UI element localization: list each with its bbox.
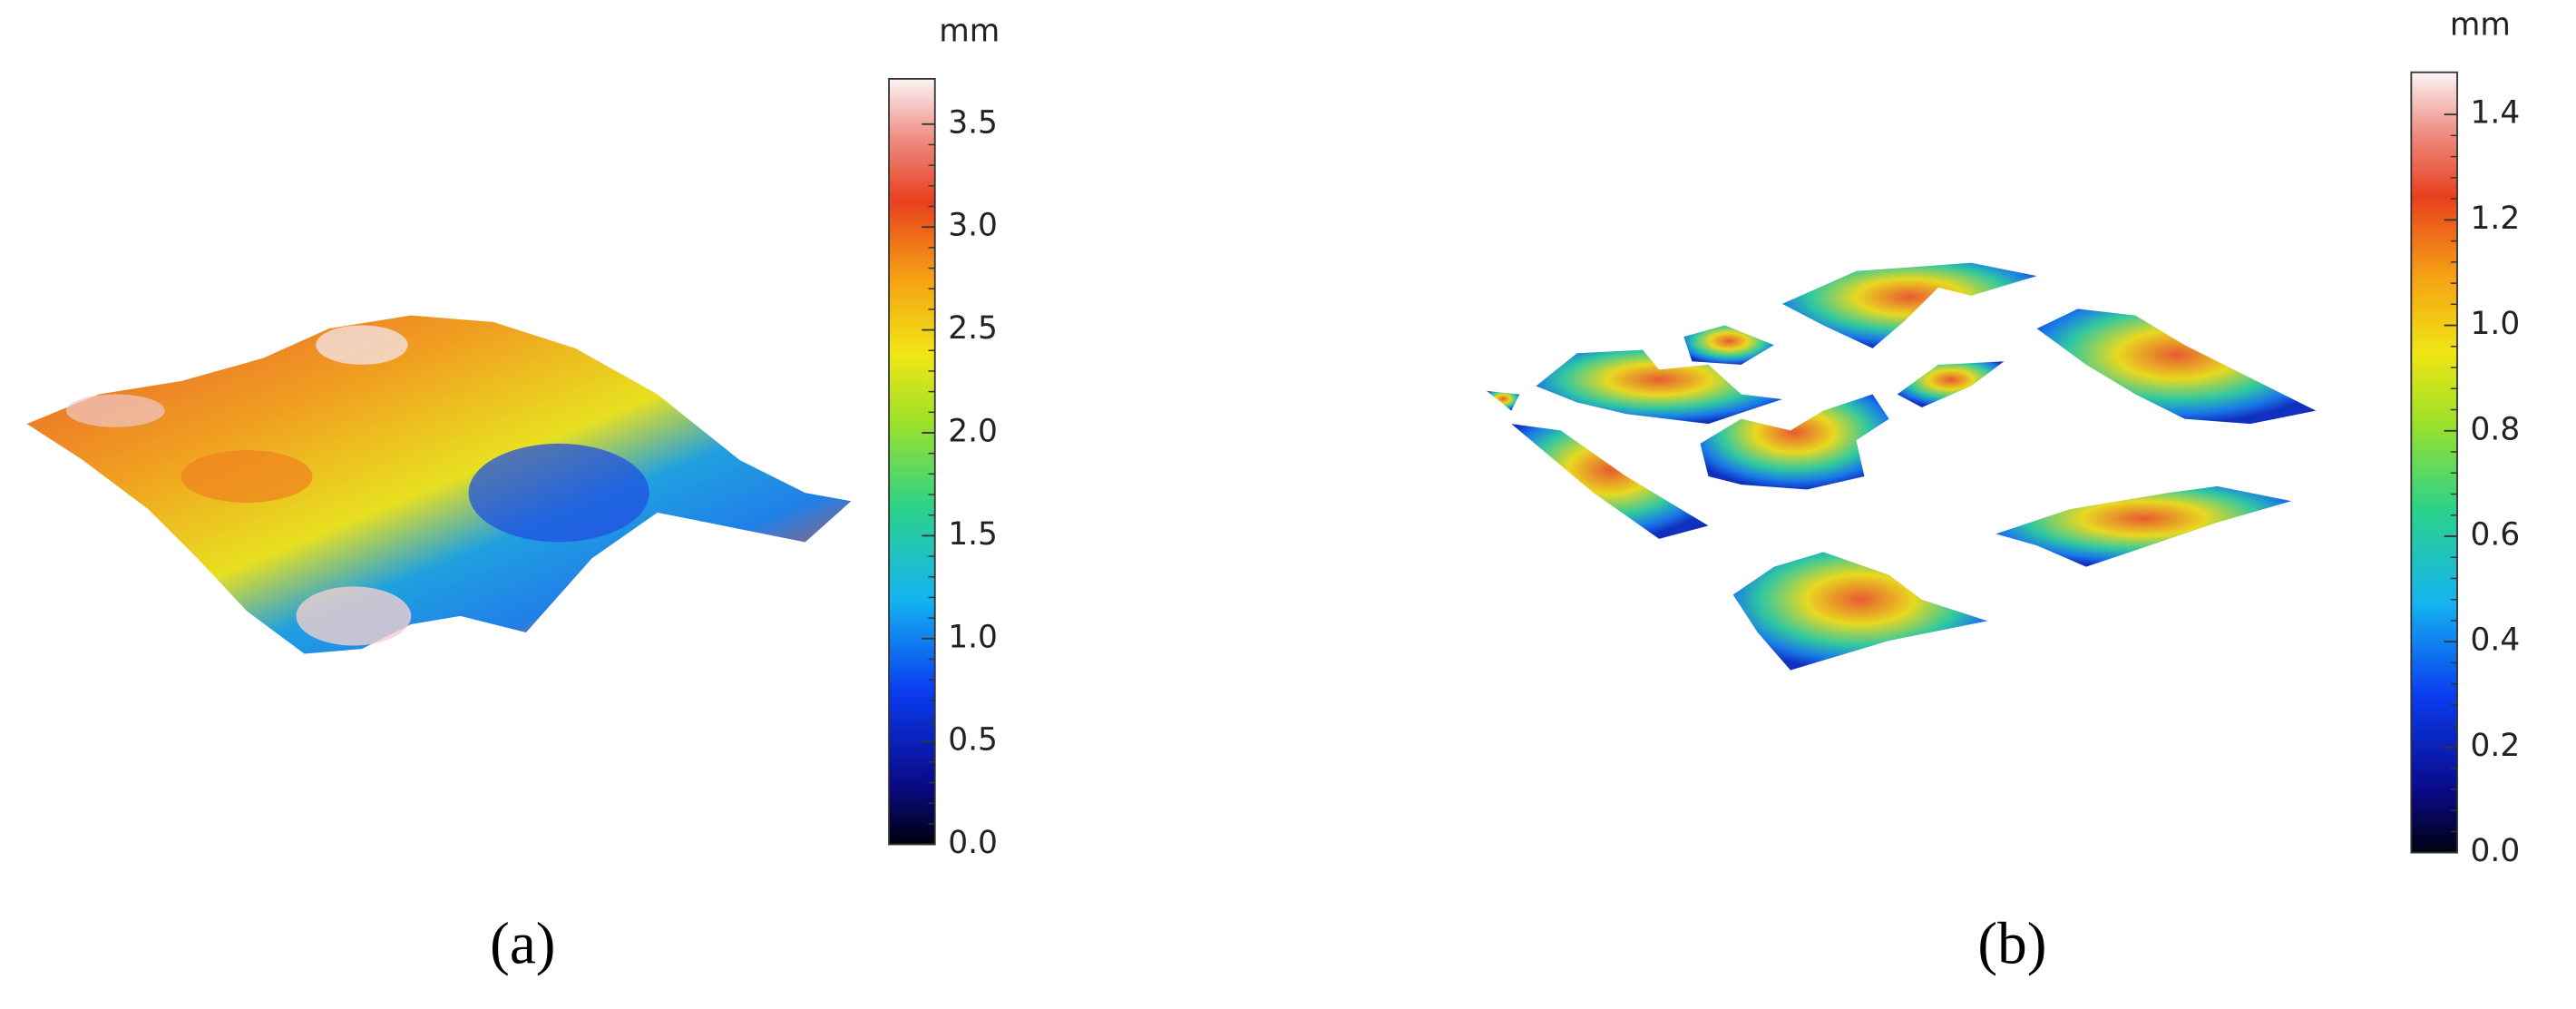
surface-b [1487,262,2317,671]
tick-label: 1.4 [2471,95,2521,132]
tick-label: 1.2 [2471,201,2521,237]
tick-label: 1.0 [948,619,998,655]
tick-label: 0.0 [948,825,998,861]
colorbar [2410,71,2458,854]
tick-label: 3.5 [948,104,998,141]
tick-label: 2.0 [948,413,998,449]
unit-label: mm [2450,6,2511,43]
tick-label: 0.2 [2471,728,2521,764]
surface-a [26,315,852,654]
unit-label: mm [939,14,1000,50]
caption: (a) [490,911,555,976]
tick-label: 0.5 [948,722,998,759]
tick-label: 0.0 [2471,833,2521,869]
tick-label: 0.4 [2471,622,2521,659]
tick-label: 0.8 [2471,411,2521,447]
tick-label: 1.0 [2471,306,2521,342]
caption: (b) [1977,911,2046,976]
tick-label: 1.5 [948,516,998,553]
tick-label: 2.5 [948,310,998,347]
tick-label: 3.0 [948,208,998,244]
tick-label: 0.6 [2471,516,2521,553]
colorbar [888,77,936,846]
